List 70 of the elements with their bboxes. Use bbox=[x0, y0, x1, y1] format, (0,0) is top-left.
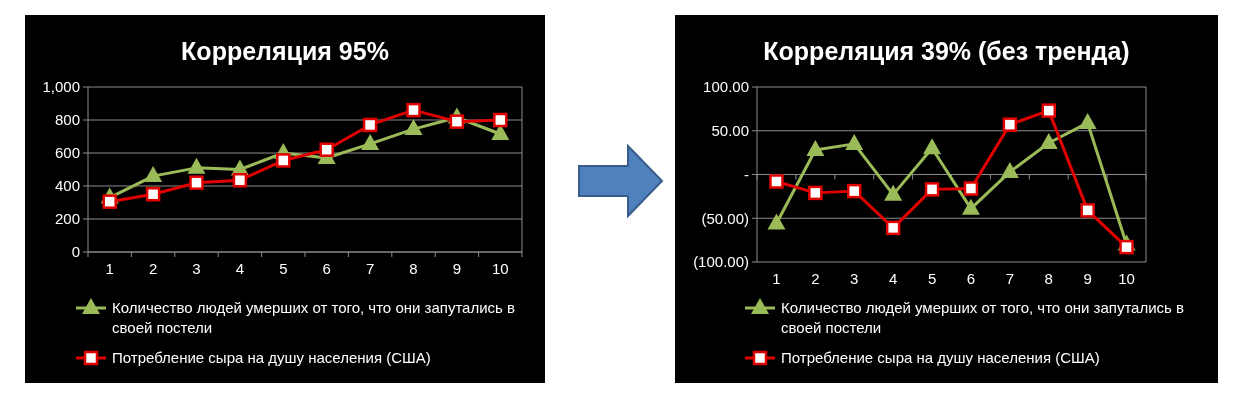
point bbox=[102, 194, 117, 209]
point bbox=[845, 133, 864, 150]
y-tick-label: 600 bbox=[54, 144, 80, 162]
y-tick-label: - bbox=[744, 165, 749, 183]
x-tick-label: 4 bbox=[888, 270, 898, 287]
x-tick-label: 5 bbox=[279, 260, 288, 277]
point bbox=[1039, 133, 1058, 149]
x-tick-label: 4 bbox=[235, 260, 245, 277]
point bbox=[1002, 117, 1018, 132]
x-tick-label: 10 bbox=[1118, 270, 1135, 287]
point bbox=[767, 213, 786, 230]
x-tick-label: 2 bbox=[811, 270, 820, 287]
point bbox=[144, 166, 163, 183]
point bbox=[961, 198, 980, 215]
x-tick-label: 8 bbox=[409, 260, 418, 277]
x-tick-label: 6 bbox=[322, 260, 331, 277]
y-tick-label: 200 bbox=[54, 210, 80, 228]
point bbox=[963, 181, 979, 196]
x-tick-label: 7 bbox=[1005, 270, 1015, 287]
point bbox=[1041, 103, 1056, 118]
point bbox=[362, 117, 378, 133]
point bbox=[361, 133, 380, 150]
point bbox=[847, 183, 862, 199]
x-tick-label: 7 bbox=[365, 260, 375, 277]
point bbox=[449, 114, 465, 129]
chart-title: Корреляция 39% (без тренда) bbox=[763, 37, 1130, 65]
point bbox=[885, 220, 901, 236]
chart-title: Корреляция 95% bbox=[181, 37, 389, 65]
x-tick-label: 10 bbox=[491, 260, 509, 277]
point bbox=[406, 102, 421, 118]
x-tick-label: 1 bbox=[772, 270, 781, 287]
x-tick-label: 8 bbox=[1044, 270, 1053, 287]
point bbox=[806, 140, 825, 156]
point bbox=[493, 112, 508, 128]
y-tick-label: 100.00 bbox=[703, 78, 749, 96]
point bbox=[1078, 112, 1097, 129]
y-tick-label: 800 bbox=[54, 111, 80, 129]
y-tick-label: (100.00) bbox=[693, 253, 749, 271]
point bbox=[808, 185, 823, 201]
point bbox=[1000, 161, 1019, 178]
x-tick-label: 3 bbox=[192, 260, 201, 277]
x-tick-label: 6 bbox=[966, 270, 976, 287]
y-tick-label: 400 bbox=[54, 177, 80, 195]
point bbox=[189, 175, 204, 190]
x-tick-label: 3 bbox=[850, 270, 859, 287]
point bbox=[884, 184, 903, 201]
point bbox=[232, 172, 248, 188]
point bbox=[769, 174, 784, 189]
y-tick-label: 1,000 bbox=[42, 78, 80, 96]
x-tick-label: 9 bbox=[1083, 270, 1092, 287]
point bbox=[187, 157, 206, 174]
point bbox=[924, 182, 940, 197]
y-tick-label: 0 bbox=[71, 243, 80, 261]
y-tick-label: (50.00) bbox=[701, 209, 749, 227]
point bbox=[145, 187, 161, 202]
x-tick-label: 9 bbox=[452, 260, 462, 277]
point bbox=[276, 153, 291, 168]
legend-label: Количество людей умерших от того, что они запутались в своей постели bbox=[781, 299, 1185, 337]
point bbox=[1119, 239, 1134, 255]
x-tick-label: 1 bbox=[105, 260, 114, 277]
legend-label: Потребление сыра на душу населения (США) bbox=[112, 349, 431, 367]
point bbox=[1080, 203, 1095, 218]
legend-label: Потребление сыра на душу населения (США) bbox=[781, 349, 1100, 367]
point bbox=[923, 138, 942, 155]
point bbox=[404, 119, 423, 136]
x-tick-label: 5 bbox=[927, 270, 937, 287]
point bbox=[319, 142, 334, 157]
y-tick-label: 50.00 bbox=[711, 122, 749, 139]
legend-label: Количество людей умерших от того, что они запутались в своей постели bbox=[112, 299, 516, 337]
x-tick-label: 2 bbox=[148, 260, 158, 277]
